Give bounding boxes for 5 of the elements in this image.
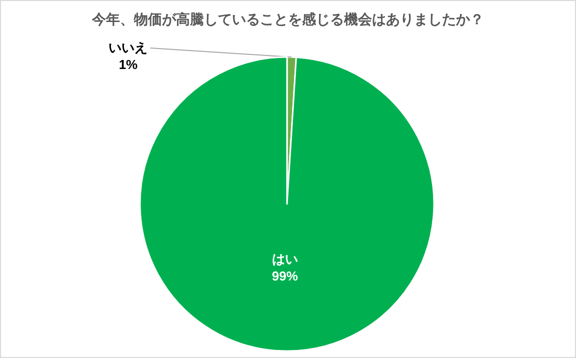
data-label: 1% [118, 56, 138, 72]
data-label: 99% [272, 268, 298, 284]
chart-title: 今年、物価が高騰していることを感じる機会はありましたか？ [91, 11, 484, 27]
slice-label: はい [272, 252, 298, 267]
slice-label: いいえ [108, 40, 148, 55]
